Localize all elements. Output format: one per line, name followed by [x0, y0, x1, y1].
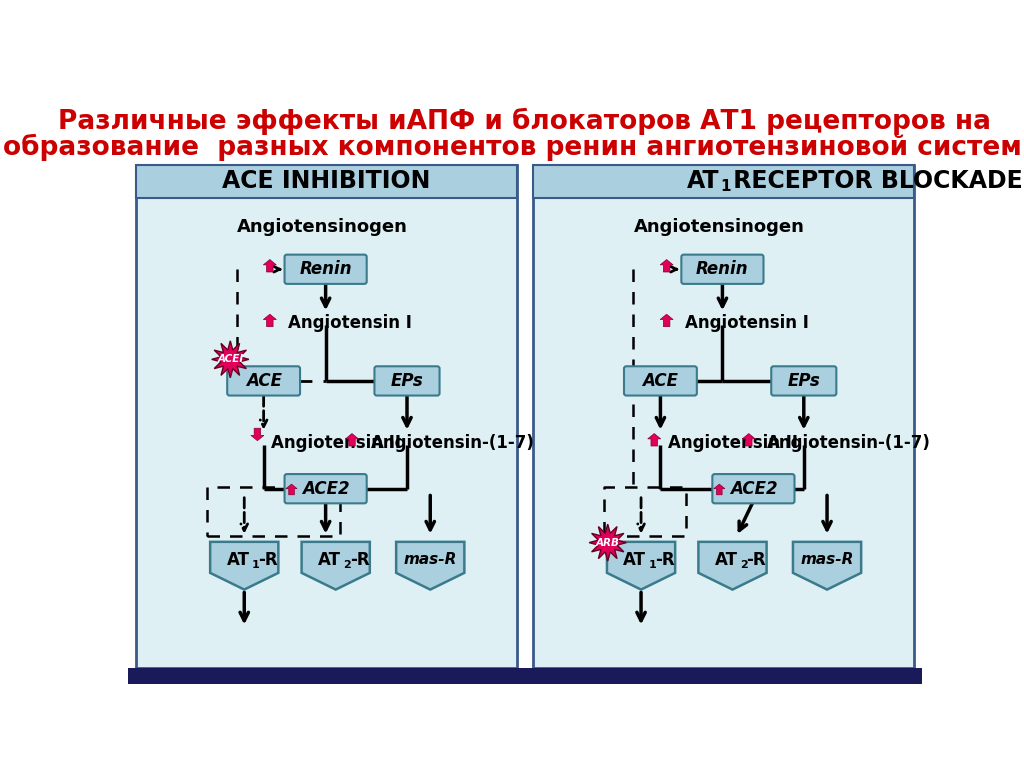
- Text: Angiotensinogen: Angiotensinogen: [238, 218, 408, 236]
- Text: 1: 1: [252, 560, 260, 570]
- Text: ACE2: ACE2: [730, 480, 777, 498]
- Text: AT: AT: [318, 551, 341, 568]
- FancyBboxPatch shape: [136, 165, 517, 668]
- Polygon shape: [251, 429, 264, 441]
- Polygon shape: [742, 434, 756, 446]
- FancyBboxPatch shape: [285, 474, 367, 503]
- Text: AT: AT: [687, 170, 719, 194]
- Text: 1: 1: [720, 179, 730, 194]
- Text: Angiotensinogen: Angiotensinogen: [634, 218, 805, 236]
- Text: 2: 2: [343, 560, 351, 570]
- FancyBboxPatch shape: [136, 165, 517, 197]
- Polygon shape: [660, 314, 673, 326]
- Polygon shape: [660, 260, 673, 272]
- Text: RECEPTOR BLOCKADE: RECEPTOR BLOCKADE: [725, 170, 1023, 194]
- FancyBboxPatch shape: [532, 165, 913, 668]
- Text: -R: -R: [655, 551, 675, 568]
- Text: ACE INHIBITION: ACE INHIBITION: [222, 170, 430, 194]
- Polygon shape: [212, 341, 249, 378]
- Text: AT: AT: [226, 551, 250, 568]
- Polygon shape: [589, 524, 627, 561]
- Polygon shape: [286, 484, 297, 495]
- FancyBboxPatch shape: [128, 668, 922, 684]
- Text: mas-R: mas-R: [403, 552, 457, 567]
- Polygon shape: [302, 542, 370, 590]
- Text: Renin: Renin: [299, 260, 352, 278]
- Text: AT: AT: [715, 551, 738, 568]
- Text: mas-R: mas-R: [801, 552, 854, 567]
- Polygon shape: [396, 542, 464, 590]
- Polygon shape: [698, 542, 767, 590]
- FancyBboxPatch shape: [285, 255, 367, 284]
- Text: -R: -R: [746, 551, 766, 568]
- FancyBboxPatch shape: [624, 366, 697, 396]
- FancyBboxPatch shape: [375, 366, 439, 396]
- Text: ACE: ACE: [642, 372, 679, 390]
- Text: Angiotensin-(1-7): Angiotensin-(1-7): [371, 433, 535, 452]
- Text: EPs: EPs: [787, 372, 820, 390]
- Polygon shape: [607, 542, 675, 590]
- Text: Angiotensin II: Angiotensin II: [271, 433, 401, 452]
- Text: Renin: Renin: [696, 260, 749, 278]
- FancyBboxPatch shape: [713, 474, 795, 503]
- Text: ARB: ARB: [596, 538, 620, 548]
- Text: ACE2: ACE2: [302, 480, 349, 498]
- Text: -R: -R: [258, 551, 278, 568]
- Polygon shape: [210, 542, 279, 590]
- Text: Различные эффекты иАПФ и блокаторов АТ1 рецепторов на: Различные эффекты иАПФ и блокаторов АТ1 …: [58, 108, 991, 135]
- Text: 1: 1: [649, 560, 656, 570]
- Text: Angiotensin-(1-7): Angiotensin-(1-7): [767, 433, 931, 452]
- Text: образование  разных компонентов ренин ангиотензиновой системы: образование разных компонентов ренин анг…: [3, 134, 1024, 161]
- Text: EPs: EPs: [390, 372, 423, 390]
- Polygon shape: [345, 434, 358, 446]
- Text: 2: 2: [740, 560, 748, 570]
- FancyBboxPatch shape: [771, 366, 837, 396]
- FancyBboxPatch shape: [227, 366, 300, 396]
- Polygon shape: [263, 260, 276, 272]
- FancyBboxPatch shape: [681, 255, 764, 284]
- Text: Angiotensin I: Angiotensin I: [685, 314, 809, 332]
- Text: ACE: ACE: [246, 372, 282, 390]
- Text: ACEI: ACEI: [217, 354, 244, 364]
- Polygon shape: [263, 314, 276, 326]
- Polygon shape: [793, 542, 861, 590]
- Text: -R: -R: [349, 551, 370, 568]
- Polygon shape: [714, 484, 725, 495]
- Text: Angiotensin I: Angiotensin I: [289, 314, 413, 332]
- FancyBboxPatch shape: [532, 165, 913, 197]
- Text: AT: AT: [624, 551, 646, 568]
- Polygon shape: [648, 434, 660, 446]
- Text: Angiotensin II: Angiotensin II: [669, 433, 798, 452]
